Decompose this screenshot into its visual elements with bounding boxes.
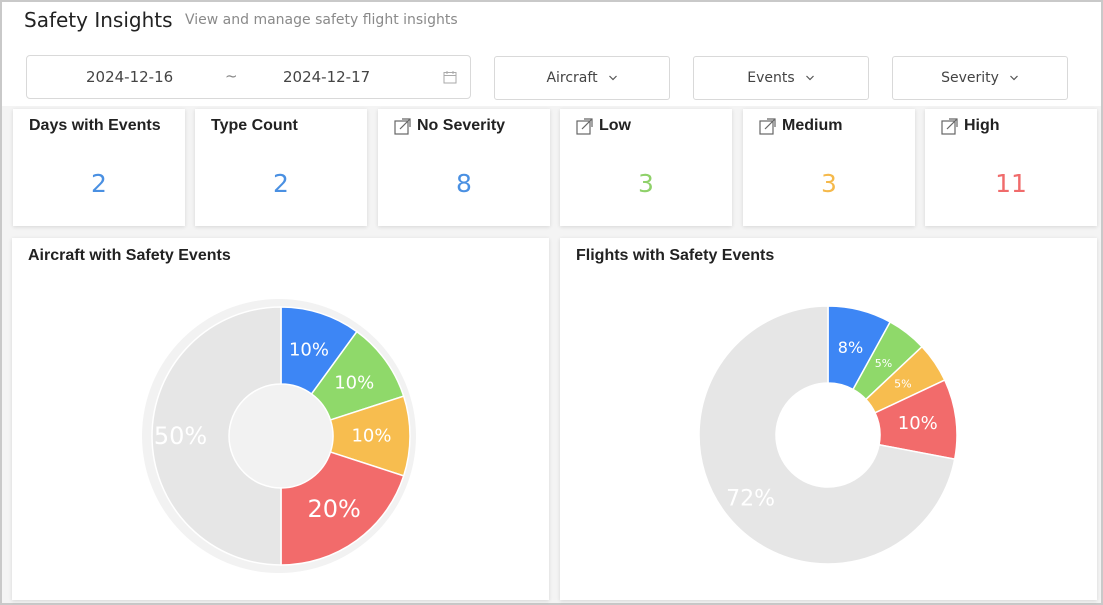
card-high[interactable]: High 11 (925, 109, 1097, 226)
slice-label: 5% (894, 378, 911, 391)
severity-dropdown[interactable]: Severity (892, 56, 1068, 100)
slice-label: 10% (351, 426, 391, 447)
card-label: Days with Events (29, 117, 161, 134)
severity-dropdown-label: Severity (941, 70, 999, 86)
external-link-icon[interactable] (759, 117, 776, 135)
donut-slice[interactable] (698, 305, 956, 565)
card-label: Type Count (211, 117, 298, 134)
slice-label: 10% (898, 413, 938, 434)
chevron-down-icon (608, 75, 617, 81)
slice-label: 20% (308, 495, 361, 523)
date-end[interactable]: 2024-12-17 (283, 68, 371, 86)
aircraft-events-panel: Aircraft with Safety Events 10% 10% 10% 20%… (12, 238, 549, 600)
events-dropdown-label: Events (747, 70, 795, 86)
card-label: Low (599, 117, 631, 134)
card-label: High (964, 117, 1000, 134)
calendar-icon[interactable] (443, 70, 457, 84)
date-range-picker[interactable]: 2024-12-16 ~ 2024-12-17 (26, 55, 471, 99)
card-days-with-events: Days with Events 2 (13, 109, 185, 226)
external-link-icon[interactable] (576, 117, 593, 135)
external-link-icon[interactable] (394, 117, 411, 135)
card-value: 2 (91, 169, 107, 198)
page-header: Safety Insights View and manage safety f… (2, 2, 1101, 106)
card-value: 3 (638, 169, 654, 198)
card-value: 3 (821, 169, 837, 198)
slice-label: 50% (154, 422, 207, 450)
chevron-down-icon (1009, 75, 1018, 81)
slice-label: 5% (875, 357, 892, 370)
events-dropdown[interactable]: Events (693, 56, 869, 100)
slice-label: 10% (334, 372, 374, 393)
slice-label: 72% (726, 487, 775, 512)
card-label: Medium (782, 117, 843, 134)
flights-events-panel: Flights with Safety Events 8% 5% 5% 10% 72% (560, 238, 1097, 600)
aircraft-donut-chart: 10%10%10%20%50% (142, 299, 416, 573)
card-low[interactable]: Low 3 (560, 109, 732, 226)
card-type-count: Type Count 2 (195, 109, 367, 226)
slice-label: 10% (289, 339, 329, 360)
card-value: 11 (995, 169, 1027, 198)
date-start[interactable]: 2024-12-16 (86, 68, 174, 86)
card-value: 2 (273, 169, 289, 198)
card-label: No Severity (417, 117, 506, 134)
chart-title: Aircraft with Safety Events (28, 247, 231, 264)
aircraft-dropdown-label: Aircraft (546, 70, 598, 86)
aircraft-dropdown[interactable]: Aircraft (494, 56, 670, 100)
slice-label: 8% (838, 338, 863, 357)
donut-slice[interactable] (151, 306, 282, 566)
card-medium[interactable]: Medium 3 (743, 109, 915, 226)
card-value: 8 (456, 169, 472, 198)
page-subtitle: View and manage safety flight insights (185, 12, 458, 28)
flights-donut-chart: 8% 5%5% 10% 72% (698, 305, 958, 565)
page-title: Safety Insights (24, 8, 173, 32)
chart-title: Flights with Safety Events (576, 247, 775, 264)
donut-slice[interactable] (280, 451, 405, 566)
card-no-severity[interactable]: No Severity 8 (378, 109, 550, 226)
date-separator: ~ (225, 67, 238, 85)
external-link-icon[interactable] (941, 117, 958, 135)
chevron-down-icon (805, 75, 814, 81)
